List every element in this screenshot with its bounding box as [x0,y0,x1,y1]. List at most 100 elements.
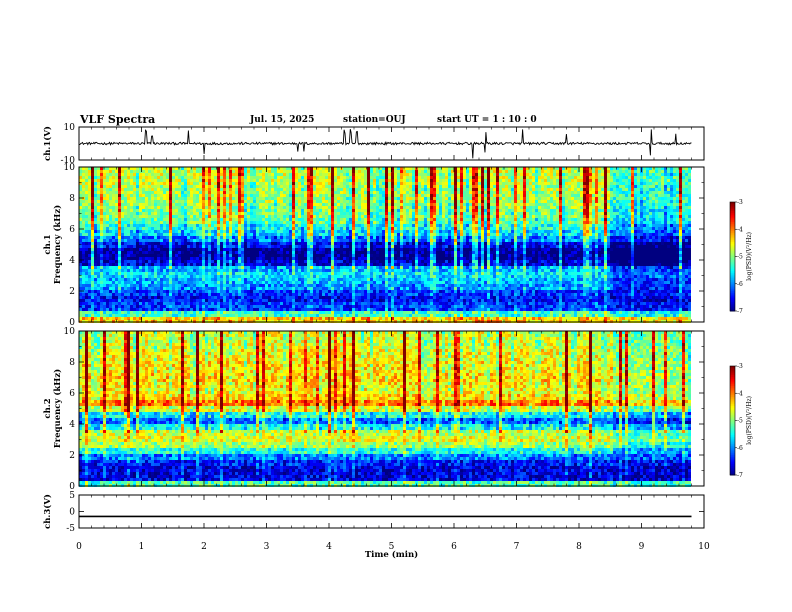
spectrogram-cell [592,167,595,170]
spectrogram-cell [514,191,517,194]
spectrogram-cell [220,221,223,224]
spectrogram-cell [616,221,619,224]
spectrogram-cell [103,233,106,236]
spectrogram-cell [454,179,457,182]
spectrogram-cell [553,212,556,215]
spectrogram-cell [97,218,100,221]
spectrogram-cell [667,170,670,173]
spectrogram-cell [256,206,259,209]
spectrogram-cell [133,200,136,203]
spectrogram-cell [256,224,259,227]
spectrogram-cell [310,236,313,239]
spectrogram-cell [115,206,118,209]
spectrogram-cell [424,176,427,179]
spectrogram-cell [124,203,127,206]
spectrogram-cell [121,179,124,182]
spectrogram-cell [475,230,478,233]
spectrogram-cell [97,212,100,215]
spectrogram-cell [676,200,679,203]
spectrogram-cell [340,227,343,230]
spectrogram-cell [157,185,160,188]
spectrogram-cell [376,230,379,233]
spectrogram-cell [337,230,340,233]
spectrogram-cell [133,212,136,215]
spectrogram-cell [643,212,646,215]
spectrogram-cell [379,194,382,197]
spectrogram-cell [169,188,172,191]
spectrogram-cell [328,212,331,215]
spectrogram-cell [559,191,562,194]
spectrogram-cell [151,176,154,179]
spectrogram-cell [319,197,322,200]
spectrogram-cell [253,203,256,206]
spectrogram-cell [538,173,541,176]
spectrogram-cell [214,218,217,221]
spectrogram-cell [88,215,91,218]
spectrogram-cell [322,215,325,218]
spectrogram-cell [463,188,466,191]
spectrogram-cell [670,179,673,182]
spectrogram-cell [274,218,277,221]
spectrogram-cell [418,230,421,233]
spectrogram-cell [577,170,580,173]
spectrogram-cell [445,170,448,173]
spectrogram-cell [541,173,544,176]
spectrogram-cell [475,236,478,239]
spectrogram-cell [334,176,337,179]
spectrogram-cell [220,209,223,212]
spectrogram-cell [595,200,598,203]
spectrogram-cell [613,194,616,197]
spectrogram-cell [253,197,256,200]
spectrogram-cell [202,227,205,230]
spectrogram-cell [598,203,601,206]
spectrogram-cell [280,170,283,173]
spectrogram-cell [331,215,334,218]
spectrogram-cell [514,215,517,218]
spectrogram-cell [646,203,649,206]
spectrogram-cell [565,209,568,212]
spectrogram-cell [484,167,487,170]
spectrogram-cell [628,173,631,176]
spectrogram-cell [385,236,388,239]
spectrogram-cell [433,233,436,236]
spectrogram-cell [187,218,190,221]
spectrogram-cell [280,203,283,206]
spectrogram-cell [235,179,238,182]
spectrogram-cell [355,212,358,215]
spectrogram-cell [373,206,376,209]
spectrogram-cell [451,203,454,206]
spectrogram-cell [301,176,304,179]
spectrogram-cell [673,203,676,206]
spectrogram-cell [622,185,625,188]
spectrogram-cell [349,206,352,209]
spectrogram-cell [544,215,547,218]
spectrogram-cell [409,191,412,194]
spectrogram-cell [301,179,304,182]
spectrogram-cell [250,194,253,197]
spectrogram-cell [673,230,676,233]
spectrogram-cell [415,206,418,209]
spectrogram-cell [526,167,529,170]
spectrogram-cell [97,230,100,233]
spectrogram-cell [565,212,568,215]
spectrogram-cell [580,230,583,233]
spectrogram-cell [226,227,229,230]
spectrogram-cell [280,233,283,236]
spectrogram-cell [313,167,316,170]
spectrogram-cell [94,182,97,185]
spectrogram-cell [418,179,421,182]
spectrogram-cell [673,173,676,176]
spectrogram-cell [676,227,679,230]
spectrogram-cell [535,170,538,173]
spectrogram-cell [460,221,463,224]
spectrogram-cell [556,230,559,233]
spectrogram-cell [688,176,691,179]
spectrogram-cell [169,191,172,194]
spectrogram-cell [670,188,673,191]
spectrogram-cell [526,194,529,197]
spectrogram-cell [280,224,283,227]
spectrogram-cell [220,197,223,200]
spectrogram-cell [289,206,292,209]
spectrogram-cell [160,191,163,194]
spectrogram-cell [202,170,205,173]
